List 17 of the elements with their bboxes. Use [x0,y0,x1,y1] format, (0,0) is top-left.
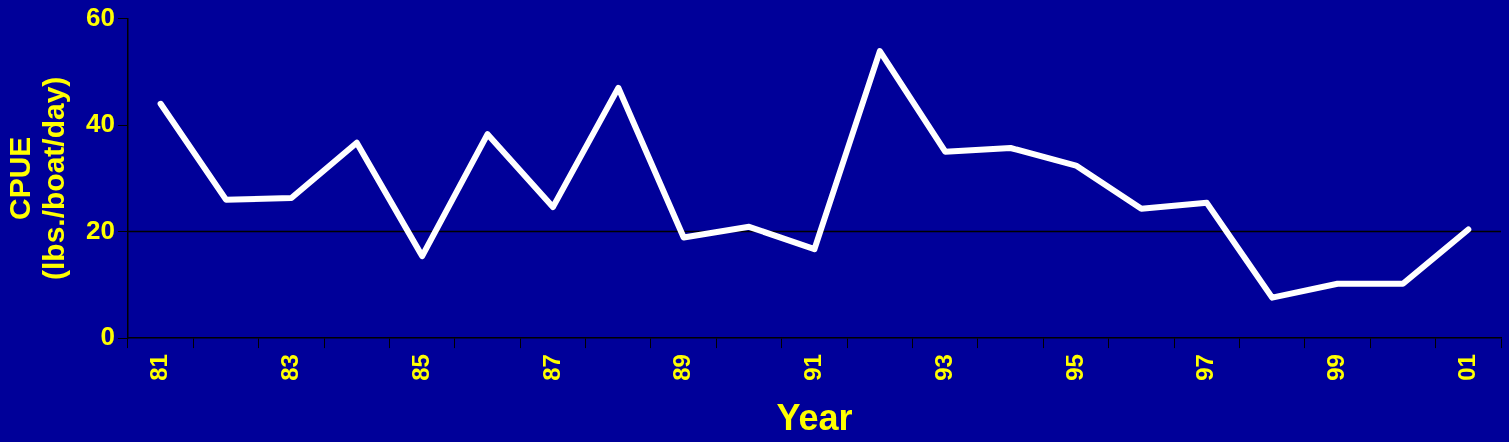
x-tick-label: 89 [668,354,696,381]
x-tick-label: 99 [1322,354,1350,381]
y-tick-label: 40 [86,108,115,139]
x-tick-label: 83 [276,354,304,381]
x-tick-label: 85 [406,354,434,381]
x-tick-label: 95 [1060,354,1088,381]
x-tick-label: 91 [799,354,827,381]
x-tick-label: 81 [145,354,173,381]
x-axis-title: Year [776,397,853,439]
y-tick-label: 20 [86,214,115,245]
y-axis-title: CPUE (lbs./boat/day) [2,76,71,281]
y-tick-label: 60 [86,1,115,32]
x-tick-label: 97 [1191,354,1219,381]
x-tick-label: 01 [1452,354,1480,381]
x-tick-label: 93 [929,354,957,381]
y-tick-label: 0 [100,321,115,352]
x-tick-label: 87 [537,354,565,381]
